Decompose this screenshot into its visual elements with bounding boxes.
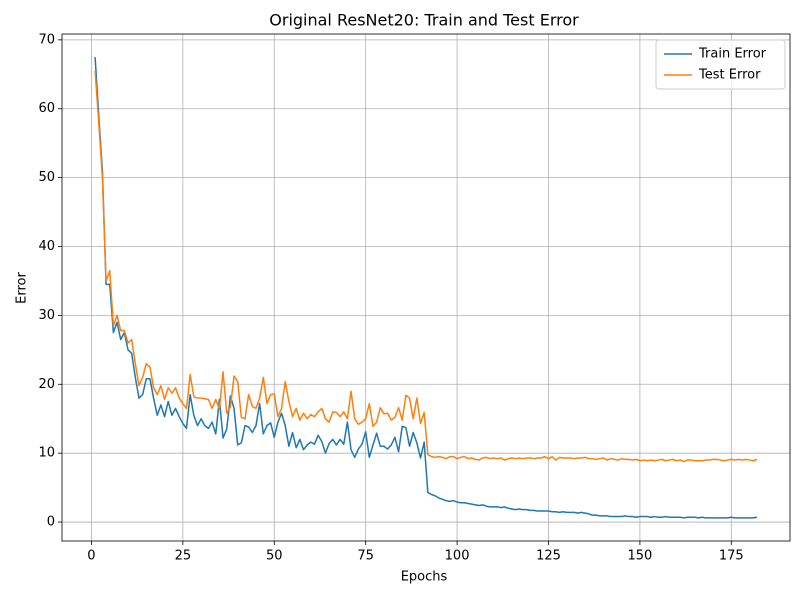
y-tick-label: 70: [38, 32, 55, 47]
legend-label: Test Error: [698, 68, 761, 83]
x-tick-label: 125: [536, 549, 561, 564]
y-tick-label: 0: [47, 515, 55, 530]
y-tick-label: 50: [38, 170, 55, 185]
x-tick-label: 25: [175, 549, 192, 564]
legend: Train Error Test Error: [655, 39, 786, 90]
data-line: [94, 70, 758, 463]
legend-frame: [655, 39, 786, 90]
plot-frame: [61, 33, 791, 542]
x-tick-label: 100: [445, 549, 470, 564]
x-tick-label: 150: [627, 549, 652, 564]
y-axis-label: Error: [15, 272, 30, 304]
x-tick-label: 50: [266, 549, 283, 564]
y-tick-label: 10: [38, 446, 55, 461]
x-tick-label: 175: [719, 549, 744, 564]
data-line: [94, 57, 758, 519]
x-tick-label: 0: [87, 549, 95, 564]
y-tick-label: 30: [38, 308, 55, 323]
y-tick-label: 40: [38, 239, 55, 254]
x-tick-label: 75: [357, 549, 374, 564]
x-axis-label: Epochs: [401, 570, 448, 585]
y-tick-label: 20: [38, 377, 55, 392]
chart-title: Original ResNet20: Train and Test Error: [269, 11, 579, 30]
legend-label: Train Error: [698, 47, 767, 62]
y-tick-label: 60: [38, 101, 55, 116]
